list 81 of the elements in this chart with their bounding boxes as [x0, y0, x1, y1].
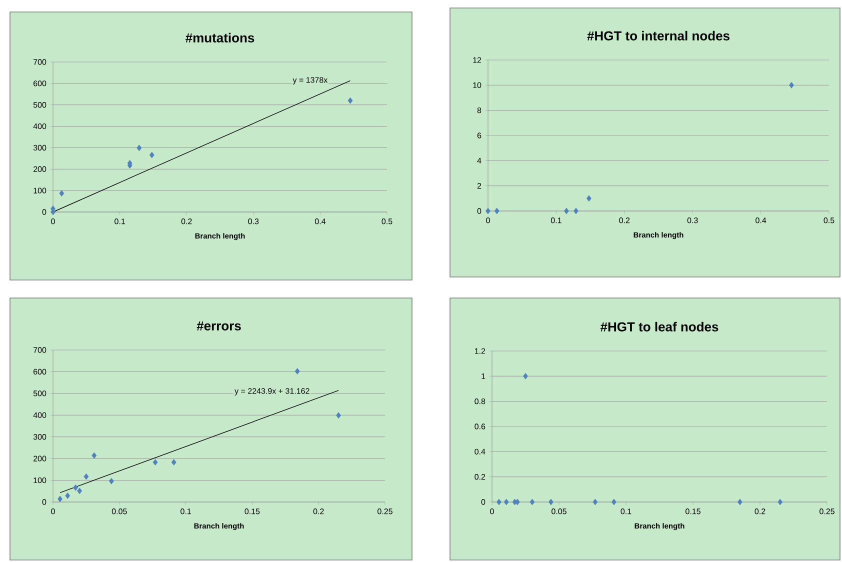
x-tick-label: 0.2	[313, 508, 324, 514]
x-tick-label: 0.3	[687, 218, 698, 224]
point	[564, 208, 569, 214]
point	[92, 452, 97, 459]
y-tick-label: 0.8	[474, 398, 486, 404]
x-tick-label: 0.15	[244, 508, 260, 514]
chart-title: #HGT to internal nodes	[587, 30, 730, 40]
y-tick-label: 4	[477, 158, 482, 164]
y-tick-label: 300	[33, 434, 46, 440]
y-tick-label: 700	[34, 347, 46, 353]
y-tick-label: 200	[34, 456, 46, 462]
x-tick-label: 0.25	[378, 508, 392, 514]
point	[84, 473, 89, 480]
point	[494, 208, 500, 214]
y-tick-label: 0.6	[474, 424, 486, 430]
y-tick-label: 400	[33, 123, 46, 130]
x-tick-label: 0.05	[112, 508, 127, 514]
point	[152, 459, 158, 466]
point	[294, 368, 300, 374]
point	[77, 488, 82, 494]
x-tick-label: 0.5	[824, 218, 834, 224]
x-tick-label: 0.2	[619, 218, 630, 224]
x-tick-label: 0	[490, 508, 494, 514]
x-tick-label: 0.05	[552, 508, 566, 514]
point	[486, 208, 490, 214]
y-tick-label: 100	[34, 477, 46, 484]
y-tick-label: 0	[481, 499, 486, 505]
x-tick-label: 0.4	[314, 218, 326, 224]
point	[348, 97, 353, 104]
y-tick-label: 200	[34, 166, 46, 172]
x-tick-label: 0.4	[756, 218, 766, 224]
y-tick-label: 6	[477, 132, 482, 138]
x-tick-label: 0.3	[248, 218, 259, 224]
y-tick-label: 0	[477, 208, 482, 214]
annotation: y = 1378x	[292, 77, 328, 84]
y-tick-label: 12	[473, 57, 482, 63]
y-tick-label: 400	[33, 412, 46, 418]
y-tick-label: 600	[34, 80, 46, 86]
point	[58, 496, 62, 502]
x-tick-label: 0	[486, 218, 490, 224]
y-tick-label: 0.4	[474, 448, 486, 454]
y-tick-label: 300	[33, 144, 46, 151]
x-tick-label: 0	[51, 508, 55, 514]
y-tick-label: 0.2	[474, 474, 486, 480]
point	[65, 492, 70, 499]
point	[789, 82, 794, 88]
chart-title: #errors	[196, 321, 241, 330]
point	[574, 208, 578, 214]
y-tick-label: 600	[34, 368, 46, 375]
point	[586, 195, 592, 202]
y-tick-label: 100	[34, 188, 46, 194]
x-tick-label: 0.25	[820, 508, 834, 514]
annotation: y = 2243.9x + 31.162	[234, 388, 310, 396]
point	[136, 144, 142, 152]
point	[171, 459, 176, 466]
x-tick-label: 0.1	[620, 508, 632, 514]
x-tick-label: 0	[51, 218, 55, 224]
y-tick-label: 1.2	[474, 348, 486, 354]
x-tick-label: 0.5	[382, 218, 392, 224]
point	[108, 478, 114, 484]
chart-title: #mutations	[186, 32, 254, 42]
y-tick-label: 500	[33, 102, 46, 108]
x-tick-label: 0.15	[686, 508, 700, 514]
x-tick-label: 0.1	[550, 218, 562, 224]
point	[149, 152, 154, 158]
x-tick-label: 0.2	[754, 508, 766, 514]
y-tick-label: 10	[473, 82, 482, 88]
point	[73, 484, 78, 491]
y-tick-label: 1	[482, 373, 486, 379]
x-tick-label: 0.2	[181, 218, 192, 224]
y-tick-label: 0	[42, 209, 46, 215]
y-tick-label: 700	[34, 59, 46, 65]
chart-title: #HGT to leaf nodes	[600, 322, 718, 332]
x-tick-label: 0.1	[180, 508, 191, 514]
y-tick-label: 500	[33, 390, 46, 396]
y-tick-label: 0	[42, 499, 46, 505]
x-tick-label: 0.1	[114, 218, 125, 224]
point	[336, 412, 341, 419]
point	[59, 190, 64, 197]
y-tick-label: 2	[477, 183, 482, 189]
y-tick-label: 8	[477, 108, 482, 114]
